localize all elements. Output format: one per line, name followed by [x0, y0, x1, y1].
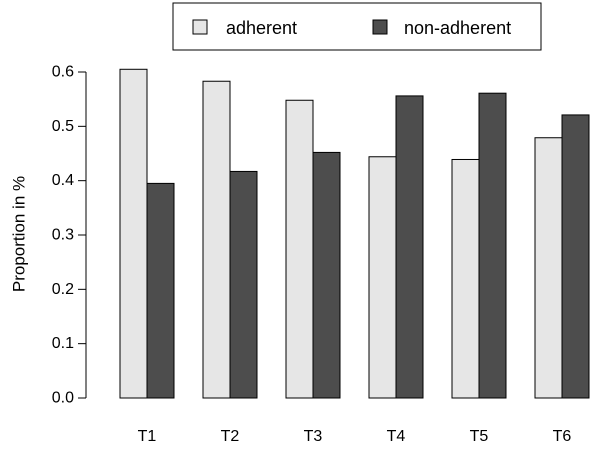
- bar-non-adherent-T3: [312, 151, 341, 399]
- x-axis-labels: T1 T2 T3 T4 T5 T6: [138, 428, 572, 445]
- y-tick-label: 0.4: [52, 172, 74, 189]
- x-tick-label: T6: [553, 428, 572, 445]
- legend-label-non-adherent: non-adherent: [404, 18, 511, 38]
- x-tick-label: T4: [387, 428, 406, 445]
- bar-non-adherent-T5: [478, 92, 507, 399]
- x-tick-label: T1: [138, 428, 157, 445]
- y-axis-ticks: 0.0 0.1 0.2 0.3 0.4 0.5 0.6: [52, 64, 86, 407]
- bars-group: [119, 68, 590, 399]
- bar-adherent-T5: [451, 158, 480, 399]
- y-tick-label: 0.3: [52, 227, 74, 244]
- legend: adherent non-adherent: [172, 2, 542, 51]
- bar-adherent-T6: [534, 137, 563, 399]
- x-tick-label: T5: [470, 428, 489, 445]
- y-tick-label: 0.6: [52, 64, 74, 81]
- x-tick-label: T2: [221, 428, 240, 445]
- legend-box: [172, 2, 542, 51]
- y-tick-label: 0.5: [52, 118, 74, 135]
- y-tick-label: 0.1: [52, 335, 74, 352]
- legend-label-adherent: adherent: [226, 18, 297, 38]
- legend-swatch-adherent: [192, 19, 208, 35]
- y-tick-label: 0.0: [52, 390, 74, 407]
- bar-non-adherent-T6: [561, 114, 590, 399]
- legend-swatch-non-adherent: [372, 19, 388, 35]
- bar-adherent-T3: [285, 99, 314, 399]
- bar-adherent-T4: [368, 156, 397, 399]
- bar-non-adherent-T2: [229, 170, 258, 399]
- y-tick-label: 0.2: [52, 281, 74, 298]
- y-axis-title: Proportion in %: [9, 176, 28, 292]
- bar-non-adherent-T4: [395, 95, 424, 399]
- x-tick-label: T3: [304, 428, 323, 445]
- bar-adherent-T2: [202, 80, 231, 399]
- bar-adherent-T1: [119, 68, 148, 399]
- bar-non-adherent-T1: [146, 182, 175, 399]
